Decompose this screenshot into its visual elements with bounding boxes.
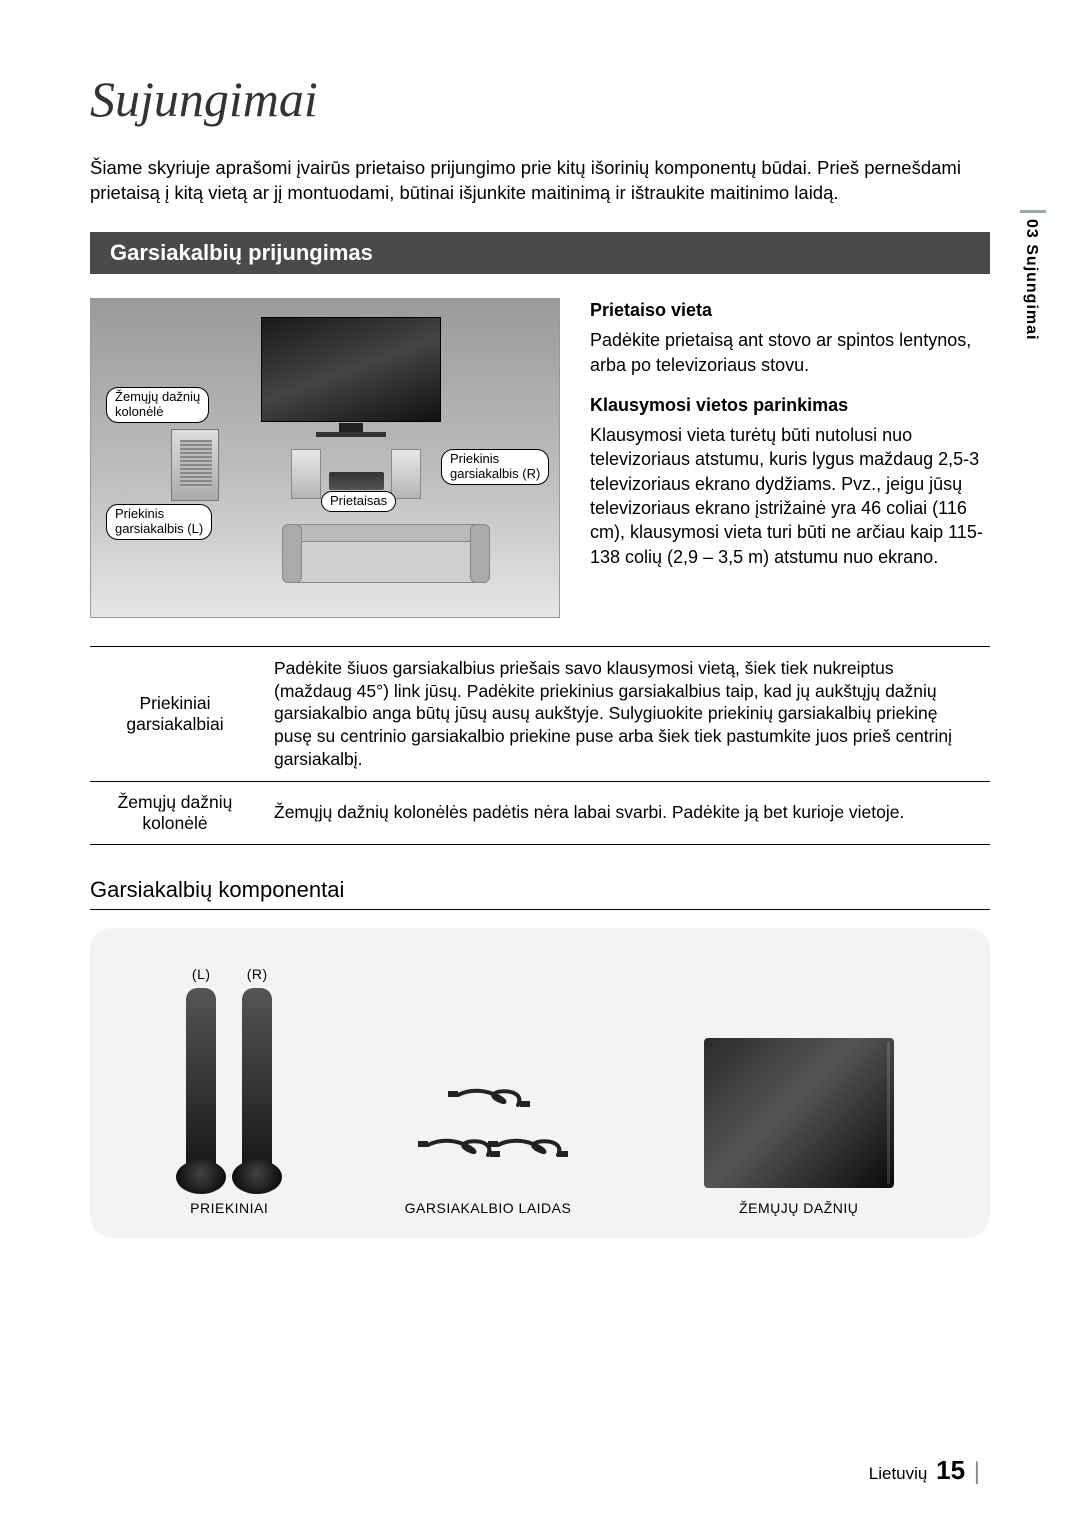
speaker-placement-table: Priekiniai garsiakalbiai Padėkite šiuos …	[90, 646, 990, 845]
front-right-label: (R)	[242, 966, 272, 982]
listening-position-heading: Klausymosi vietos parinkimas	[590, 393, 990, 417]
front-caption: PRIEKINIAI	[186, 1200, 272, 1216]
component-speaker-cable: GARSIAKALBIO LAIDAS	[405, 1075, 572, 1216]
component-front-speakers: (L) (R) PRIEKINIAI	[186, 966, 272, 1216]
table-desc-front: Padėkite šiuos garsiakalbius priešais sa…	[260, 646, 990, 781]
side-chapter-label: 03 Sujungimai	[1022, 219, 1040, 340]
chapter-title: Sujungimai	[90, 70, 990, 128]
intro-paragraph: Šiame skyriuje aprašomi įvairūs prietais…	[90, 156, 990, 206]
table-desc-sub: Žemųjų dažnių kolonėlės padėtis nėra lab…	[260, 781, 990, 844]
section-heading-bar: Garsiakalbių prijungimas	[90, 232, 990, 274]
sub-caption: ŽEMŲJŲ DAŽNIŲ	[704, 1200, 894, 1216]
listening-position-text: Klausymosi vieta turėtų būti nutolusi nu…	[590, 423, 990, 569]
footer-language: Lietuvių	[869, 1464, 928, 1483]
diagram-label-front-right: Priekinisgarsiakalbis (R)	[441, 449, 549, 485]
page-footer: Lietuvių 15 |	[869, 1455, 980, 1486]
cable-icon	[405, 1075, 572, 1188]
front-speaker-right-icon	[242, 988, 272, 1188]
table-row: Žemųjų dažnių kolonėlė Žemųjų dažnių kol…	[90, 781, 990, 844]
table-row: Priekiniai garsiakalbiai Padėkite šiuos …	[90, 646, 990, 781]
placement-text-column: Prietaiso vieta Padėkite prietaisą ant s…	[590, 298, 990, 618]
footer-page-number: 15	[936, 1455, 965, 1485]
side-chapter-tab: 03 Sujungimai	[1020, 210, 1046, 400]
speaker-layout-diagram: Žemųjų dažniųkolonėlė Priekinisgarsiakal…	[90, 298, 560, 618]
diagram-label-subwoofer: Žemųjų dažniųkolonėlė	[106, 387, 209, 423]
front-speaker-left-icon	[186, 988, 216, 1188]
table-head-sub: Žemųjų dažnių kolonėlė	[90, 781, 260, 844]
footer-divider: |	[974, 1458, 980, 1485]
cable-caption: GARSIAKALBIO LAIDAS	[405, 1200, 572, 1216]
table-head-front: Priekiniai garsiakalbiai	[90, 646, 260, 781]
device-location-heading: Prietaiso vieta	[590, 298, 990, 322]
subwoofer-icon	[704, 1038, 894, 1188]
diagram-label-front-left: Priekinisgarsiakalbis (L)	[106, 504, 212, 540]
device-location-text: Padėkite prietaisą ant stovo ar spintos …	[590, 328, 990, 377]
components-panel: (L) (R) PRIEKINIAI	[90, 928, 990, 1238]
components-heading: Garsiakalbių komponentai	[90, 877, 990, 910]
diagram-label-device: Prietaisas	[321, 491, 396, 512]
component-subwoofer: ŽEMŲJŲ DAŽNIŲ	[704, 1038, 894, 1216]
front-left-label: (L)	[186, 966, 216, 982]
